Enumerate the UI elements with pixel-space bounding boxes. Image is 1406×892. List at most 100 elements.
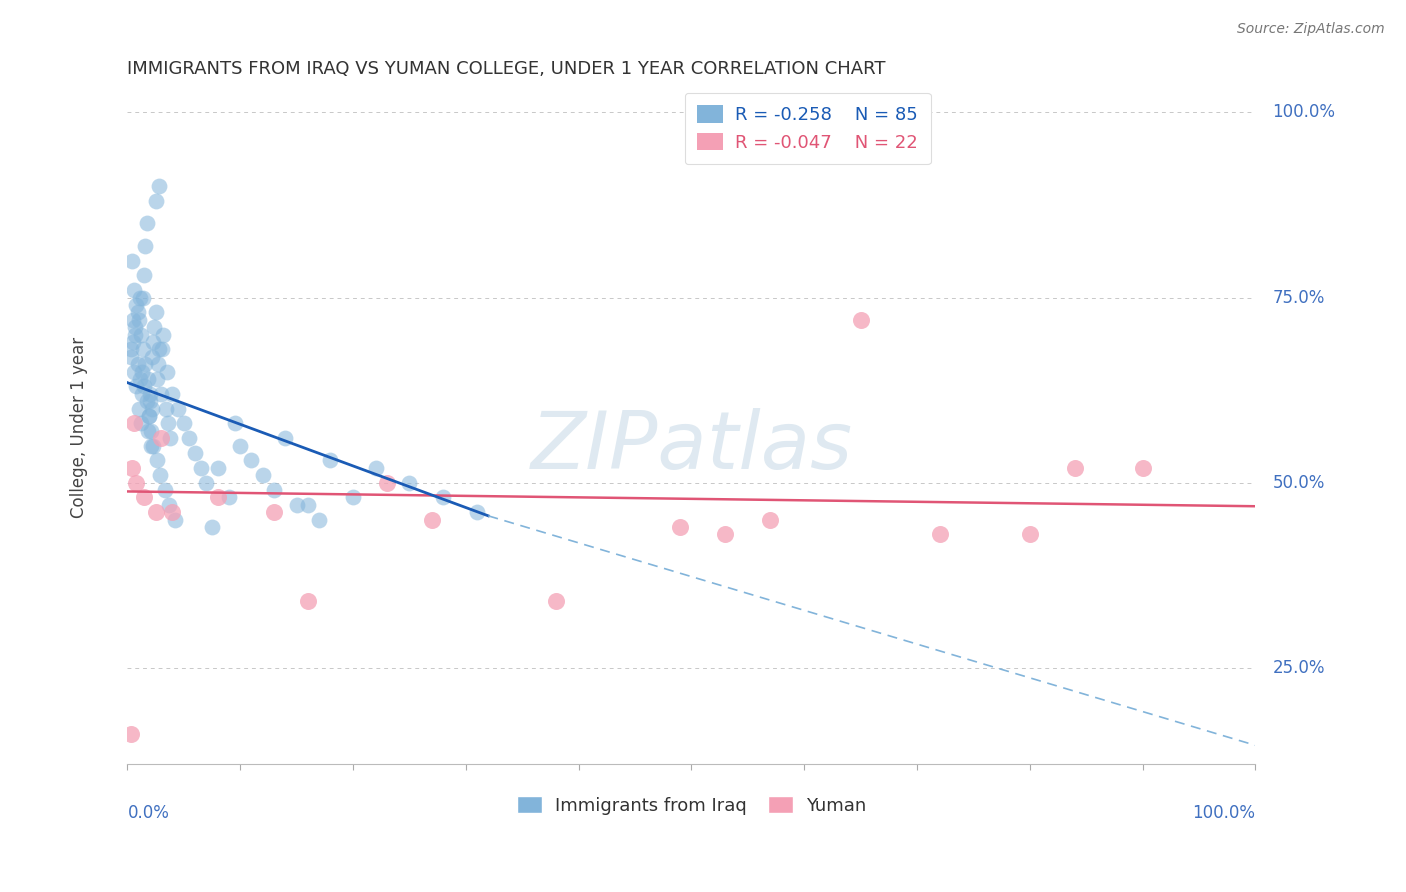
Text: 100.0%: 100.0% xyxy=(1272,103,1336,121)
Point xyxy=(148,179,170,194)
Text: Source: ZipAtlas.com: Source: ZipAtlas.com xyxy=(1237,22,1385,37)
Point xyxy=(145,453,167,467)
Point xyxy=(162,386,184,401)
Point xyxy=(179,431,201,445)
Point xyxy=(274,431,297,445)
Point xyxy=(124,320,146,334)
Point xyxy=(122,283,145,297)
Point xyxy=(759,512,782,526)
Point xyxy=(125,298,148,312)
Point xyxy=(120,727,142,741)
Point xyxy=(150,386,173,401)
Point xyxy=(128,312,150,326)
Point xyxy=(465,505,488,519)
Point xyxy=(849,312,872,326)
Text: College, Under 1 year: College, Under 1 year xyxy=(70,336,89,517)
Point xyxy=(145,305,167,319)
Point xyxy=(134,268,156,283)
Point xyxy=(218,491,240,505)
Point xyxy=(150,431,173,445)
Point xyxy=(139,438,162,452)
Point xyxy=(252,468,274,483)
Point xyxy=(134,491,156,505)
Point xyxy=(167,401,190,416)
Point xyxy=(308,512,330,526)
Point xyxy=(136,372,159,386)
Text: ZIPatlas: ZIPatlas xyxy=(530,409,852,486)
Text: 25.0%: 25.0% xyxy=(1272,658,1324,677)
Point xyxy=(263,483,285,497)
Point xyxy=(229,438,252,452)
Point xyxy=(122,312,145,326)
Point xyxy=(156,365,179,379)
Point xyxy=(195,475,218,490)
Point xyxy=(163,512,186,526)
Point xyxy=(297,498,319,512)
Point xyxy=(714,527,737,541)
Point xyxy=(142,438,165,452)
Point xyxy=(157,498,180,512)
Point xyxy=(152,327,174,342)
Point xyxy=(1018,527,1040,541)
Point xyxy=(146,357,169,371)
Text: 100.0%: 100.0% xyxy=(1192,805,1256,822)
Point xyxy=(162,505,184,519)
Point xyxy=(148,343,170,357)
Point xyxy=(139,386,162,401)
Point xyxy=(342,491,364,505)
Point xyxy=(207,491,229,505)
Point xyxy=(122,365,145,379)
Point xyxy=(131,365,153,379)
Point xyxy=(128,372,150,386)
Text: IMMIGRANTS FROM IRAQ VS YUMAN COLLEGE, UNDER 1 YEAR CORRELATION CHART: IMMIGRANTS FROM IRAQ VS YUMAN COLLEGE, U… xyxy=(128,60,886,78)
Point xyxy=(1132,460,1154,475)
Point xyxy=(224,417,246,431)
Point xyxy=(129,327,152,342)
Point xyxy=(319,453,342,467)
Point xyxy=(122,334,145,349)
Point xyxy=(240,453,263,467)
Point xyxy=(145,194,167,209)
Point xyxy=(128,401,150,416)
Point xyxy=(364,460,387,475)
Point xyxy=(139,424,162,438)
Point xyxy=(127,357,149,371)
Point xyxy=(420,512,443,526)
Point xyxy=(138,409,160,423)
Point xyxy=(432,491,454,505)
Point xyxy=(669,520,692,534)
Point xyxy=(153,483,176,497)
Point xyxy=(121,253,143,268)
Point xyxy=(207,460,229,475)
Point xyxy=(129,417,152,431)
Point xyxy=(149,468,172,483)
Point xyxy=(120,343,142,357)
Point xyxy=(122,417,145,431)
Point xyxy=(125,475,148,490)
Point xyxy=(1064,460,1087,475)
Point xyxy=(135,394,157,409)
Point xyxy=(120,350,142,364)
Point xyxy=(375,475,398,490)
Point xyxy=(145,505,167,519)
Point xyxy=(398,475,420,490)
Point xyxy=(184,446,207,460)
Text: 75.0%: 75.0% xyxy=(1272,288,1324,307)
Point xyxy=(125,379,148,393)
Text: 50.0%: 50.0% xyxy=(1272,474,1324,491)
Point xyxy=(173,417,195,431)
Point xyxy=(135,217,157,231)
Point xyxy=(124,327,146,342)
Point xyxy=(544,594,567,608)
Point xyxy=(297,594,319,608)
Point xyxy=(121,460,143,475)
Point xyxy=(159,431,181,445)
Point xyxy=(128,291,150,305)
Point xyxy=(156,417,179,431)
Point xyxy=(141,350,163,364)
Point xyxy=(139,394,162,409)
Point xyxy=(145,372,167,386)
Point xyxy=(134,357,156,371)
Point xyxy=(136,424,159,438)
Point xyxy=(150,343,173,357)
